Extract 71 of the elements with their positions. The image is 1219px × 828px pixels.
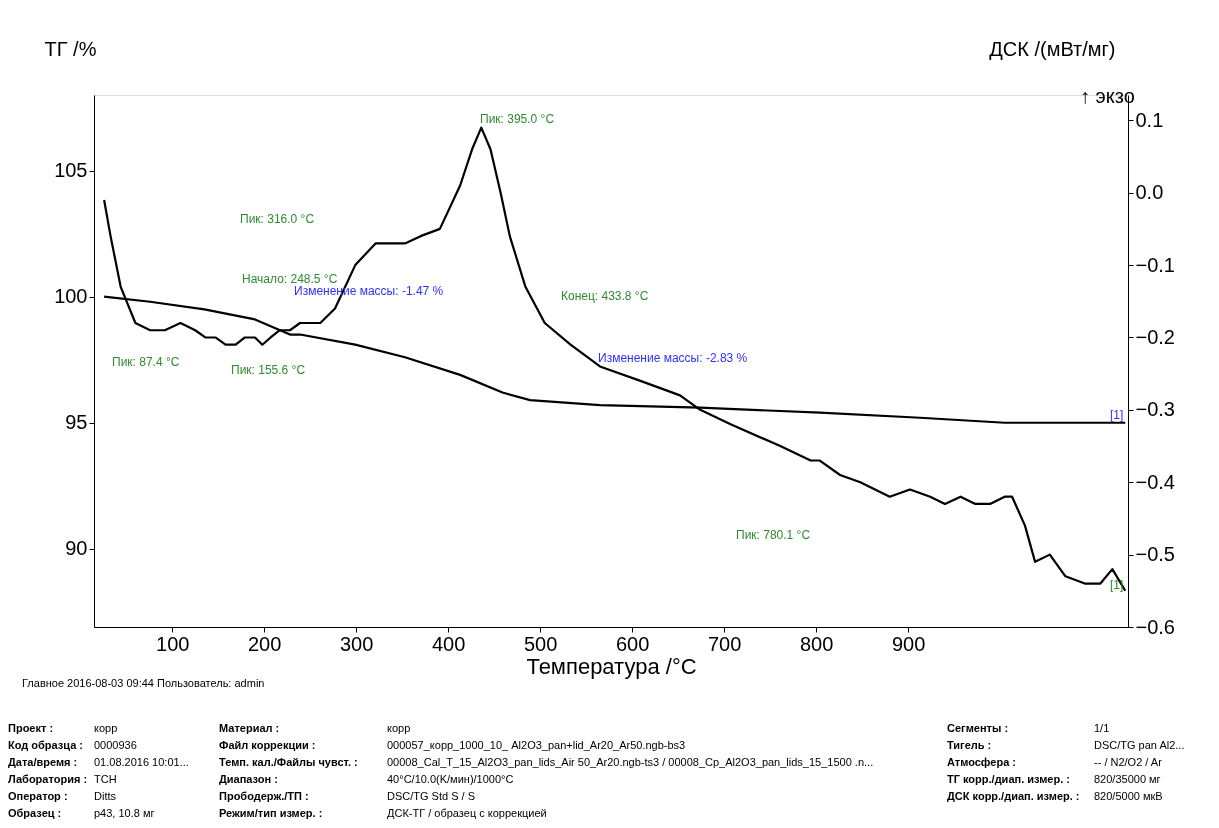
text: Оператор : bbox=[8, 790, 68, 802]
text: Тигель : bbox=[947, 739, 992, 751]
text: TCH bbox=[94, 773, 117, 785]
text: Прободерж./ТП : bbox=[219, 790, 309, 802]
text: Главное 2016-08-03 09:44 Пользователь: admin bbox=[22, 677, 265, 689]
y2-axis-title: ДСК /(мВт/мг) bbox=[989, 37, 1116, 60]
x-tick-label: 100 bbox=[156, 632, 190, 655]
annotation: Пик: 87.4 °C bbox=[112, 355, 180, 369]
x-tick-label: 200 bbox=[248, 632, 282, 655]
annotation: Изменение массы: -2.83 % bbox=[598, 351, 748, 365]
text: корр bbox=[94, 722, 118, 734]
x-axis-title: Температура /°C bbox=[526, 653, 697, 679]
text: 1/1 bbox=[1094, 722, 1110, 734]
y2-tick-label: −0.1 bbox=[1135, 253, 1175, 276]
y2-tick-label: 0.0 bbox=[1135, 181, 1164, 204]
text: p43, 10.8 мг bbox=[94, 807, 155, 819]
text: Образец : bbox=[8, 807, 62, 819]
text: 40°C/10.0(K/мин)/1000°C bbox=[387, 773, 514, 785]
annotation: Пик: 780.1 °C bbox=[736, 528, 811, 542]
text: Темп. кал./Файлы чувст. : bbox=[219, 756, 358, 768]
text: Проект : bbox=[8, 722, 54, 734]
y-tick-label: 95 bbox=[65, 411, 88, 434]
text: Атмосфера : bbox=[947, 756, 1017, 768]
y2-tick-label: −0.5 bbox=[1135, 543, 1175, 566]
text: Материал : bbox=[219, 722, 280, 734]
y2-tick-label: −0.4 bbox=[1135, 470, 1175, 493]
x-tick-label: 700 bbox=[707, 632, 742, 655]
text: ДСК корр./диап. измер. : bbox=[947, 790, 1080, 802]
text: Диапазон : bbox=[219, 773, 278, 785]
y-tick-label: 105 bbox=[54, 159, 88, 182]
text: DSC/TG pan Al2... bbox=[1094, 739, 1185, 751]
text: ДСК-ТГ / образец с коррекцией bbox=[387, 807, 547, 819]
text: 00008_Cal_T_15_Al2O3_pan_lids_Air 50_Ar20.ngb-ts3 / 00008_Cp_Al2O3_pan_lids_15_1500 .n... bbox=[387, 756, 874, 768]
annotation: Пик: 155.6 °C bbox=[231, 363, 306, 377]
y2-tick-label: −0.2 bbox=[1135, 325, 1175, 348]
y-tick-label: 90 bbox=[65, 537, 88, 560]
text: 820/5000 мкВ bbox=[1094, 790, 1163, 802]
text: ТГ корр./диап. измер. : bbox=[947, 773, 1070, 785]
x-tick-label: 300 bbox=[339, 632, 374, 655]
text: корр bbox=[387, 722, 411, 734]
text: Код образца : bbox=[8, 739, 84, 751]
x-tick-label: 400 bbox=[431, 632, 466, 655]
annotation: [1] bbox=[1110, 408, 1124, 422]
annotation: ↑ экзо bbox=[1080, 85, 1135, 107]
annotation: Пик: 316.0 °C bbox=[240, 212, 315, 226]
text: 820/35000 мг bbox=[1094, 773, 1161, 785]
y-axis-title: ТГ /% bbox=[44, 37, 97, 60]
text: 01.08.2016 10:01... bbox=[94, 756, 189, 768]
text: Ditts bbox=[94, 790, 117, 802]
y2-tick-label: −0.3 bbox=[1135, 398, 1175, 421]
text: DSC/TG Std S / S bbox=[387, 790, 476, 802]
text: Лаборатория : bbox=[8, 773, 88, 785]
text: Сегменты : bbox=[947, 722, 1009, 734]
x-tick-label: 600 bbox=[615, 632, 650, 655]
x-tick-label: 800 bbox=[799, 632, 834, 655]
annotation: Пик: 395.0 °C bbox=[480, 112, 555, 126]
annotation: Начало: 248.5 °C bbox=[242, 272, 338, 286]
y2-tick-label: 0.1 bbox=[1135, 108, 1164, 131]
text: Файл коррекции : bbox=[219, 739, 316, 751]
text: 000057_корр_1000_10_ Al2O3_pan+lid_Ar20_Ar50.ngb-bs3 bbox=[387, 739, 686, 751]
x-tick-label: 500 bbox=[523, 632, 558, 655]
text: Дата/время : bbox=[8, 756, 78, 768]
text: -- / N2/O2 / Ar bbox=[1094, 756, 1163, 768]
annotation: [1] bbox=[1110, 578, 1124, 592]
text: Режим/тип измер. : bbox=[219, 807, 323, 819]
line-series bbox=[103, 126, 1127, 592]
y-tick-label: 100 bbox=[54, 285, 88, 308]
x-tick-label: 900 bbox=[891, 632, 926, 655]
y2-tick-label: −0.6 bbox=[1135, 615, 1175, 638]
text: 0000936 bbox=[94, 739, 137, 751]
annotation: Конец: 433.8 °C bbox=[561, 289, 649, 303]
